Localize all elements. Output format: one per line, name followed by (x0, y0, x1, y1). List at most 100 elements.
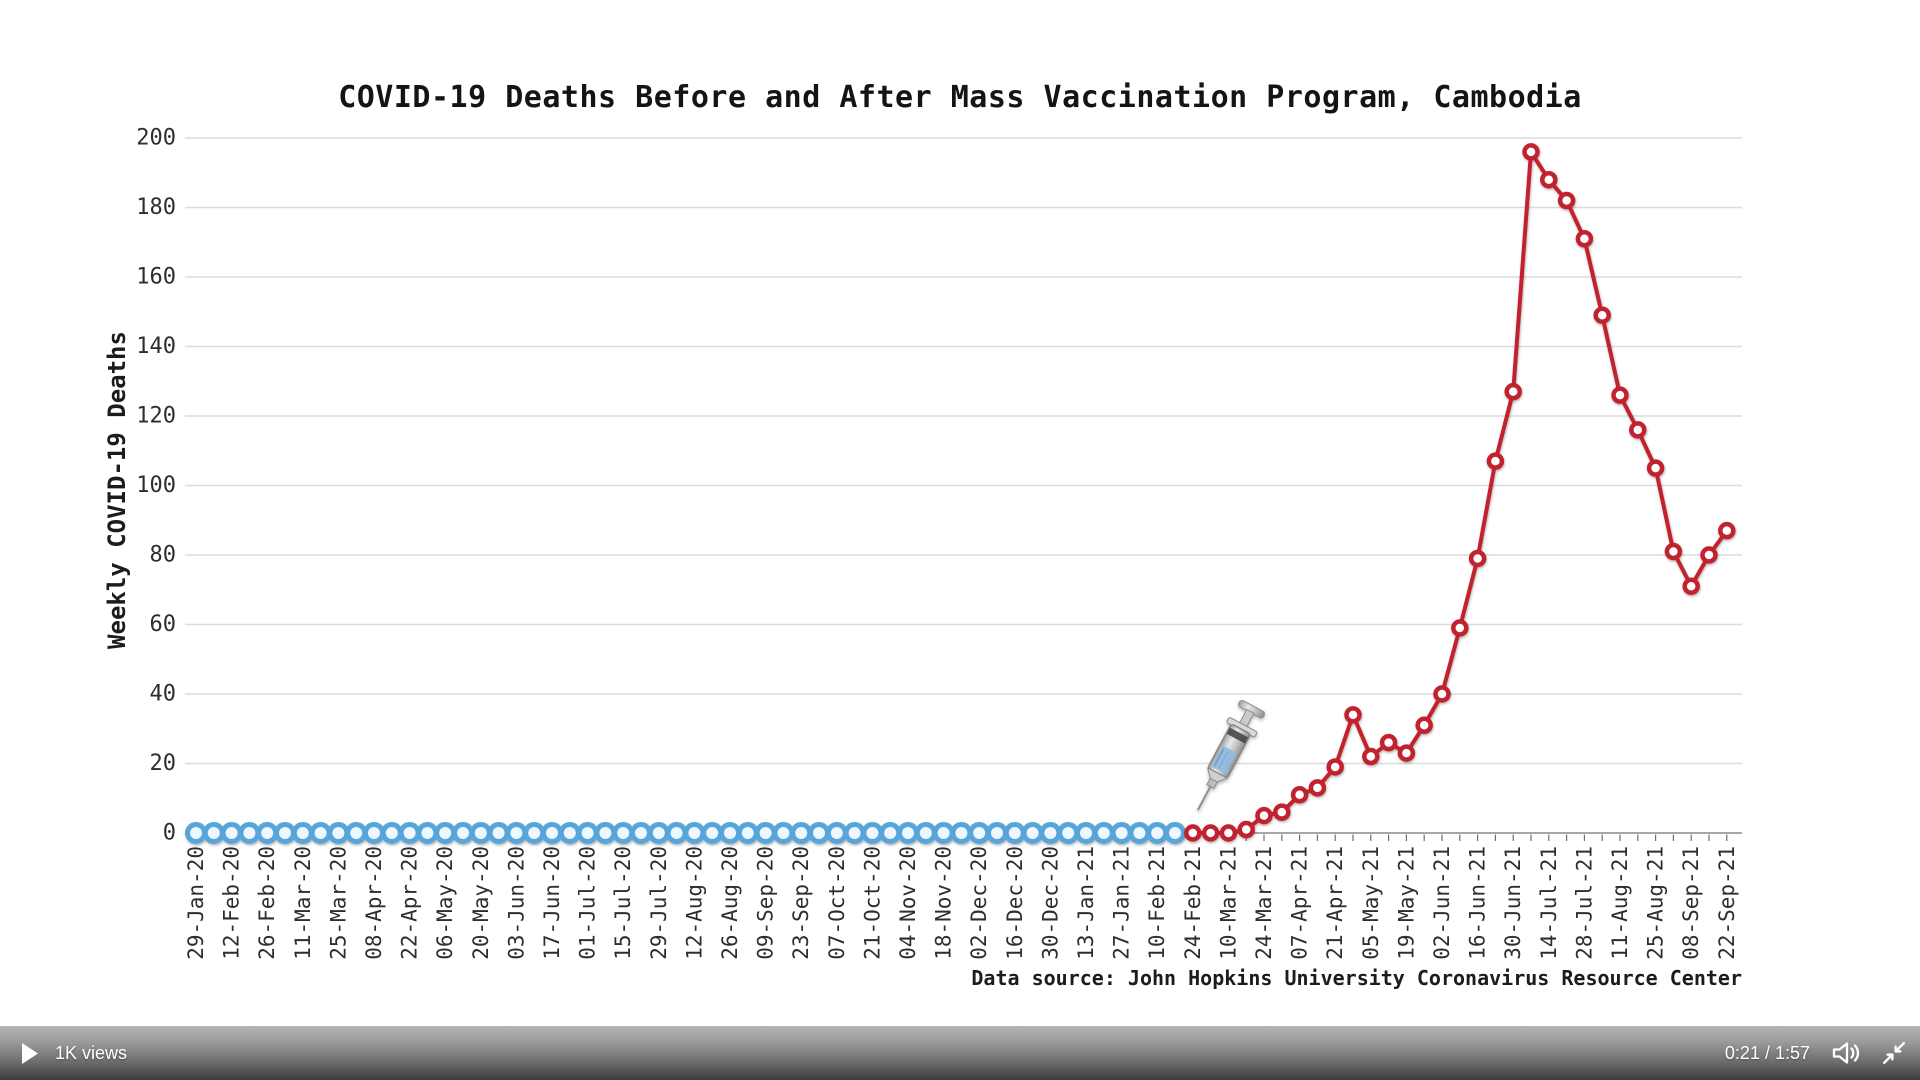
data-point (541, 822, 563, 844)
x-tick-label: 18-Nov-20 (932, 846, 956, 960)
x-tick-label: 30-Jun-21 (1501, 846, 1525, 960)
data-point (1273, 803, 1291, 821)
data-point (1611, 386, 1629, 404)
x-tick-label: 16-Jun-21 (1466, 846, 1490, 960)
data-point (398, 822, 421, 844)
x-tick-label: 26-Feb-20 (255, 846, 279, 960)
x-tick-label: 19-May-21 (1394, 846, 1418, 960)
data-point (1128, 822, 1151, 844)
x-tick-label: 21-Oct-20 (860, 846, 884, 960)
x-tick-label: 27-Jan-21 (1110, 846, 1134, 960)
x-tick-label: 30-Dec-20 (1038, 846, 1062, 960)
data-point (291, 822, 314, 844)
data-point (1700, 546, 1718, 564)
x-tick-label: 01-Jul-20 (576, 846, 600, 960)
data-point (825, 822, 848, 844)
x-tick-label: 12-Feb-20 (220, 846, 244, 960)
view-count: 1K views (55, 1042, 128, 1063)
data-point (1110, 822, 1133, 844)
y-tick-label: 60 (150, 612, 177, 637)
data-point (1522, 143, 1540, 161)
x-tick-label: 24-Feb-21 (1181, 846, 1205, 960)
data-point (1057, 822, 1080, 844)
x-tick-label: 11-Aug-21 (1608, 846, 1632, 960)
data-point (238, 822, 261, 844)
data-point (1164, 822, 1186, 844)
y-tick-label: 160 (136, 265, 176, 290)
data-point (897, 822, 919, 844)
data-point (701, 822, 724, 844)
shrink-button[interactable] (1882, 1041, 1906, 1065)
data-point (861, 822, 884, 844)
x-tick-label: 12-Aug-20 (682, 846, 706, 960)
x-tick-label: 17-Jun-20 (540, 846, 564, 960)
data-point (1021, 822, 1044, 844)
y-tick-label: 180 (136, 195, 176, 220)
data-point (1344, 706, 1362, 724)
y-tick-label: 80 (150, 543, 177, 568)
data-point (1184, 824, 1202, 842)
data-point (754, 822, 777, 844)
data-point (630, 822, 652, 844)
y-tick-label: 120 (136, 404, 176, 429)
x-tick-label: 13-Jan-21 (1074, 846, 1098, 960)
x-tick-label: 06-May-20 (433, 846, 457, 960)
data-point (772, 822, 795, 844)
x-tick-label: 11-Mar-20 (291, 846, 315, 960)
data-point (523, 822, 546, 844)
data-point (594, 822, 617, 844)
data-point (790, 822, 813, 844)
x-tick-label: 25-Mar-20 (326, 846, 350, 960)
data-point (256, 822, 279, 844)
data-point (1646, 459, 1665, 477)
data-point (914, 822, 937, 844)
x-tick-label: 07-Oct-20 (825, 846, 849, 960)
play-button[interactable] (20, 1042, 39, 1065)
x-tick-label: 08-Apr-20 (362, 846, 386, 960)
syringe-icon (1196, 700, 1265, 811)
data-point (1575, 230, 1594, 248)
player-bar: 1K views 0:21 / 1:57 (0, 1026, 1920, 1080)
y-tick-label: 40 (150, 682, 177, 707)
x-tick-label: 03-Jun-20 (504, 846, 528, 960)
data-point (220, 822, 243, 844)
data-point (986, 822, 1008, 844)
x-tick-label: 10-Feb-21 (1145, 846, 1169, 960)
data-point (879, 822, 902, 844)
x-tick-label: 29-Jan-20 (184, 846, 208, 960)
data-point (1486, 452, 1505, 470)
x-tick-label: 02-Dec-20 (967, 846, 991, 960)
data-point (968, 822, 991, 844)
x-tick-label: 25-Aug-21 (1644, 846, 1668, 960)
data-point (1379, 733, 1398, 752)
data-point (719, 822, 741, 844)
data-point (345, 822, 368, 844)
data-point (1415, 716, 1433, 735)
data-source-note: Data source: John Hopkins University Cor… (971, 966, 1742, 990)
series-post-vaccination-start (1184, 143, 1736, 842)
time-display: 0:21 / 1:57 (1724, 1042, 1810, 1063)
y-tick-label: 100 (136, 473, 176, 498)
data-point (1092, 822, 1115, 844)
x-tick-label: 14-Jul-21 (1537, 846, 1561, 960)
data-point (1468, 549, 1487, 568)
volume-button[interactable] (1830, 1039, 1862, 1067)
chart-canvas: 0 20 40 60 80 100 120 140 160 180 200 29-Jan-20 12-F… (136, 126, 1742, 960)
x-tick-label: 29-Jul-20 (647, 846, 671, 960)
data-point (363, 822, 385, 844)
data-point (843, 822, 866, 844)
x-tick-label: 10-Mar-21 (1216, 846, 1240, 960)
y-tick-label: 200 (136, 126, 176, 151)
shrink-icon (1882, 1041, 1906, 1065)
data-point (665, 822, 688, 844)
data-point (1237, 820, 1255, 839)
play-icon (22, 1042, 38, 1064)
x-tick-label: 26-Aug-20 (718, 846, 742, 960)
data-point (380, 822, 403, 844)
data-point (1308, 779, 1327, 797)
data-point (185, 822, 207, 844)
data-point (309, 822, 332, 844)
x-tick-label: 09-Sep-20 (754, 846, 778, 960)
data-point (1219, 824, 1238, 842)
data-point (932, 822, 955, 844)
